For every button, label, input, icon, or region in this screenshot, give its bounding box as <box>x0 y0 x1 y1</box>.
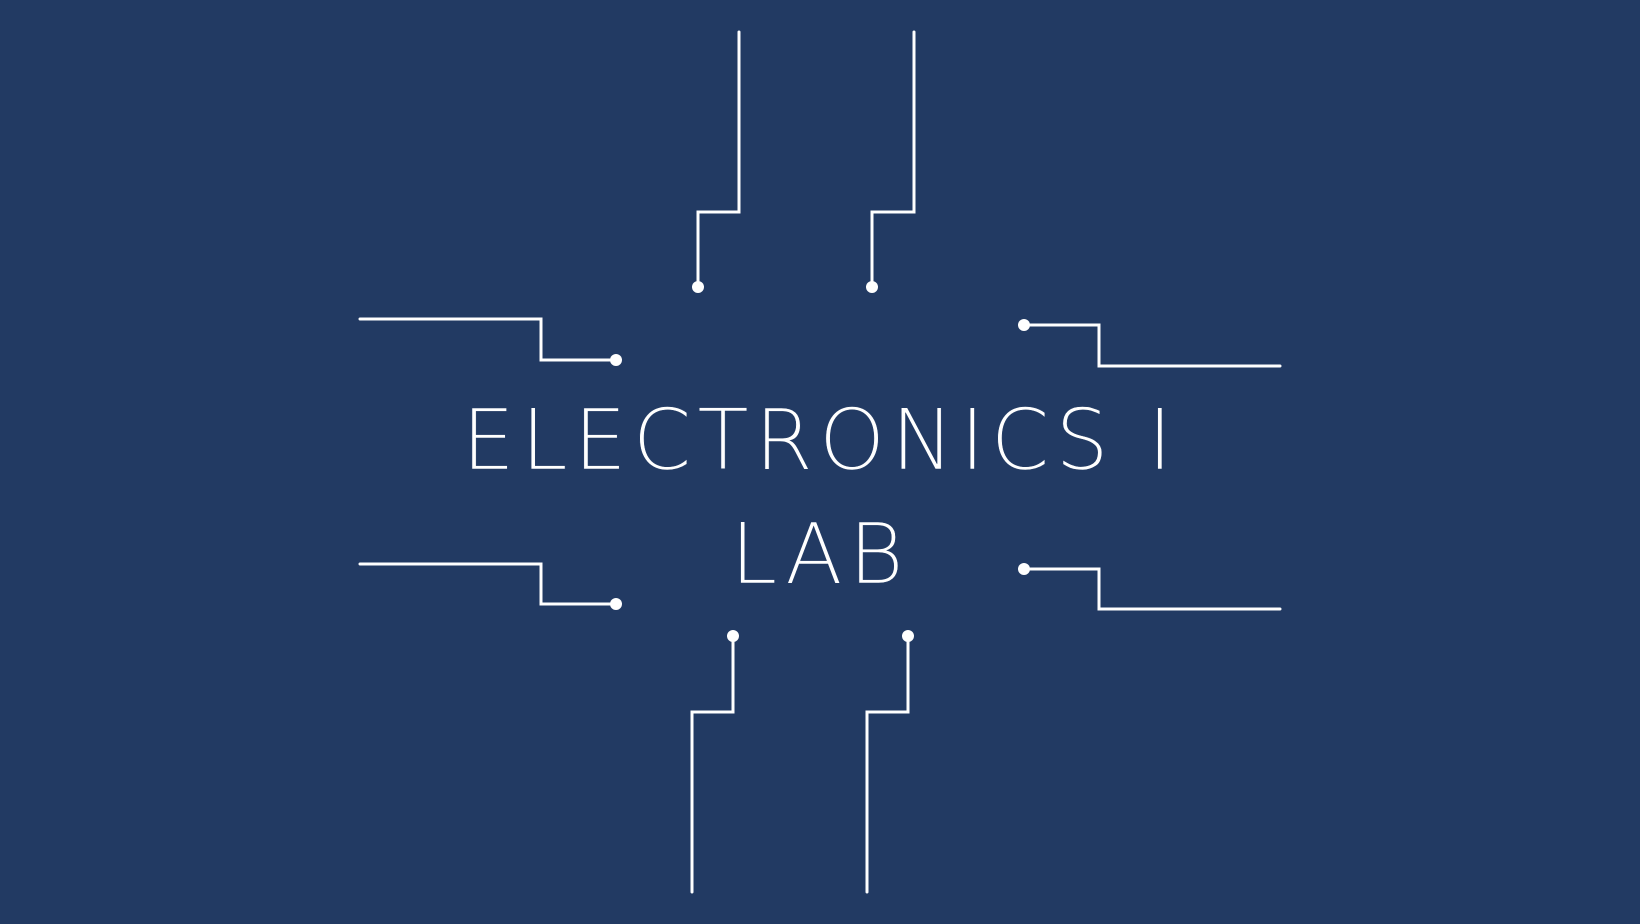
circuit-trace-right-upper <box>1022 323 1282 368</box>
circuit-trace-top-left <box>696 30 741 289</box>
slide-title-line-2: LAB <box>730 505 910 603</box>
circuit-node-icon <box>1018 319 1030 331</box>
circuit-node-icon <box>1018 563 1030 575</box>
circuit-node-icon <box>610 354 622 366</box>
circuit-trace-left-upper <box>358 317 618 362</box>
circuit-node-icon <box>902 630 914 642</box>
circuit-trace-top-right <box>870 30 916 289</box>
circuit-trace-bottom-left <box>690 634 735 894</box>
slide-title-line-1: ELECTRONICS I <box>461 391 1179 489</box>
circuit-node-icon <box>610 598 622 610</box>
circuit-trace-right-lower <box>1022 567 1282 611</box>
circuit-node-icon <box>692 281 704 293</box>
circuit-trace-bottom-right <box>865 634 910 894</box>
circuit-node-icon <box>866 281 878 293</box>
circuit-node-icon <box>727 630 739 642</box>
circuit-trace-left-lower <box>358 562 618 606</box>
